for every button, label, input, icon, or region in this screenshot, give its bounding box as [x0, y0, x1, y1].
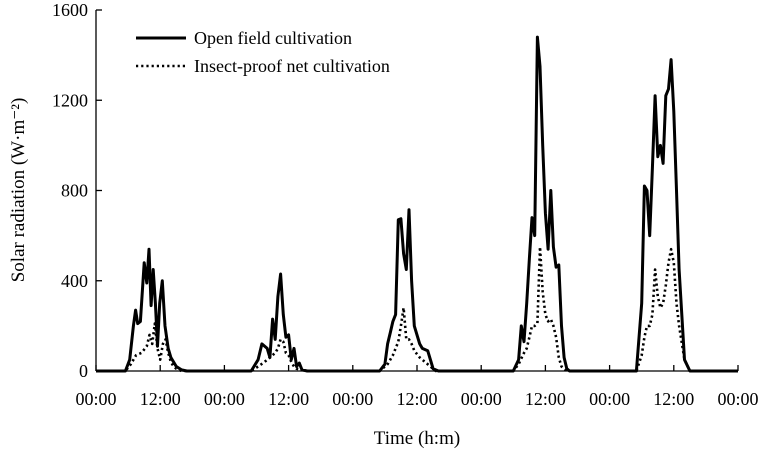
legend: Open field cultivation Insect-proof net … [136, 28, 390, 76]
y-tick-label: 400 [61, 271, 88, 291]
x-tick-label: 12:00 [525, 389, 566, 409]
series-line-open-field [96, 35, 738, 373]
y-axis-title: Solar radiation (W·m⁻²) [8, 98, 29, 283]
x-tick-label: 00:00 [461, 389, 502, 409]
y-tick-label: 1200 [52, 90, 88, 110]
x-tick-label: 12:00 [396, 389, 437, 409]
x-ticks: 00:00 12:00 00:00 12:00 00:00 12:00 00:00 12:00… [75, 365, 759, 409]
legend-label-open-field: Open field cultivation [194, 28, 352, 48]
series-line-insect-proof-net [96, 245, 738, 373]
x-axis-title: Time (h:m) [374, 428, 460, 449]
legend-label-insect-proof-net: Insect-proof net cultivation [194, 56, 390, 76]
x-tick-label: 00:00 [204, 389, 245, 409]
y-tick-label: 1600 [52, 0, 88, 20]
x-tick-label: 12:00 [653, 389, 694, 409]
x-tick-label: 00:00 [717, 389, 758, 409]
y-ticks: 0 400 800 1200 1600 [52, 0, 102, 381]
x-tick-label: 00:00 [75, 389, 116, 409]
x-tick-label: 12:00 [140, 389, 181, 409]
x-tick-label: 00:00 [332, 389, 373, 409]
y-tick-label: 800 [61, 181, 88, 201]
x-tick-label: 12:00 [268, 389, 309, 409]
x-tick-label: 00:00 [589, 389, 630, 409]
y-tick-label: 0 [79, 361, 88, 381]
plot-lines [96, 35, 738, 373]
